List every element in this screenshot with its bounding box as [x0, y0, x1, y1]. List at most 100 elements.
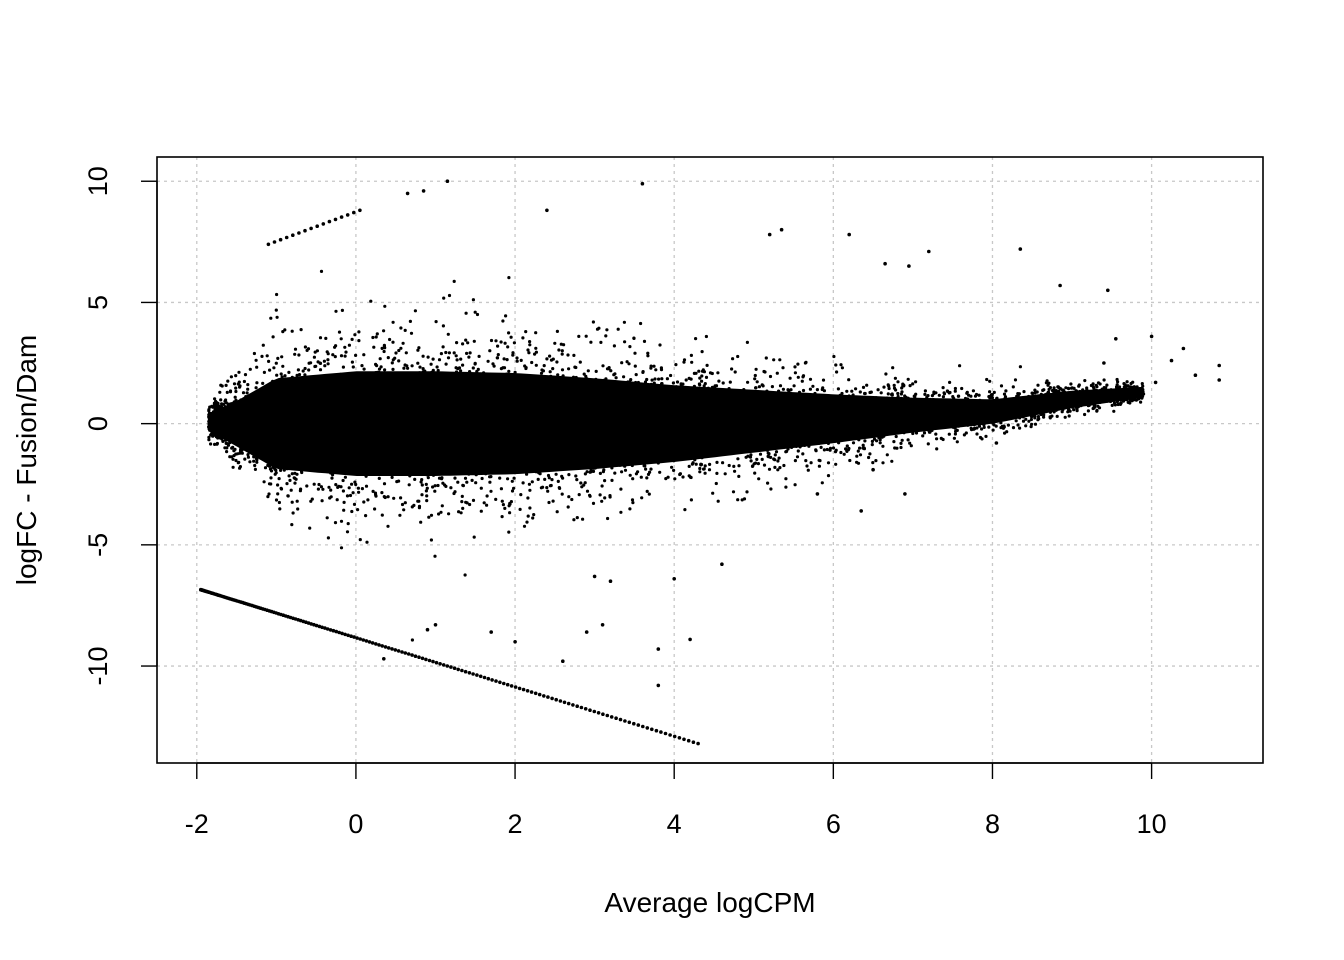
data-point	[676, 398, 680, 402]
data-point	[927, 429, 931, 433]
data-point	[339, 434, 343, 438]
data-point	[421, 354, 425, 358]
data-point	[424, 391, 428, 395]
data-point	[368, 395, 372, 399]
data-point	[1027, 419, 1031, 423]
data-point	[702, 414, 706, 418]
data-point	[831, 418, 835, 422]
data-point	[857, 438, 861, 442]
data-point	[584, 416, 588, 420]
data-point	[234, 434, 238, 438]
data-point	[272, 434, 276, 438]
data-point	[343, 390, 347, 394]
data-point	[529, 446, 533, 450]
data-point	[452, 279, 456, 283]
data-point	[882, 385, 886, 389]
data-point	[928, 397, 932, 402]
data-point	[914, 431, 919, 435]
data-point	[236, 416, 240, 421]
data-point	[555, 386, 559, 391]
data-point	[416, 378, 420, 382]
data-point	[365, 540, 369, 544]
data-point	[974, 422, 978, 426]
data-point	[768, 436, 773, 440]
data-point	[739, 431, 743, 435]
data-point	[645, 476, 649, 480]
data-point	[606, 516, 610, 521]
data-point	[280, 355, 284, 359]
data-point	[477, 455, 481, 459]
data-point	[990, 404, 994, 408]
data-point	[515, 410, 519, 415]
data-point	[990, 418, 994, 422]
data-point	[1033, 414, 1037, 418]
data-point	[581, 517, 585, 521]
data-point	[431, 448, 435, 452]
data-point	[542, 464, 546, 468]
data-point	[375, 407, 379, 411]
data-point	[454, 438, 458, 442]
data-point	[495, 436, 499, 440]
data-point	[532, 468, 537, 473]
data-point	[728, 380, 732, 384]
data-point	[1038, 402, 1042, 406]
data-point	[468, 437, 472, 441]
data-point	[730, 367, 734, 371]
data-point	[528, 343, 532, 347]
data-point	[682, 455, 687, 459]
data-point	[765, 402, 769, 406]
data-point	[570, 418, 574, 422]
data-point	[794, 397, 799, 401]
data-point	[312, 393, 316, 397]
data-point	[363, 400, 367, 405]
data-point	[1072, 408, 1076, 412]
data-point	[381, 397, 385, 401]
data-point	[303, 373, 307, 377]
data-point	[309, 397, 313, 401]
data-point	[788, 376, 792, 380]
data-point	[528, 340, 532, 344]
data-point	[292, 382, 296, 386]
data-point	[276, 412, 280, 416]
data-point	[988, 390, 992, 394]
data-point	[736, 354, 740, 359]
data-point	[837, 441, 841, 445]
data-point	[731, 446, 735, 450]
data-point	[953, 400, 958, 404]
data-point	[547, 448, 551, 452]
data-point	[704, 454, 708, 458]
data-point	[339, 354, 344, 358]
data-point	[302, 398, 307, 402]
data-point	[316, 429, 320, 433]
data-point	[766, 454, 770, 458]
data-point	[381, 391, 385, 395]
data-point	[601, 396, 605, 400]
data-point	[505, 429, 510, 433]
data-point	[254, 418, 258, 422]
data-point	[482, 371, 486, 375]
data-point	[590, 434, 595, 438]
data-point	[412, 503, 416, 507]
data-point	[603, 445, 608, 449]
data-point	[781, 366, 785, 370]
data-point	[805, 424, 809, 429]
data-point	[382, 379, 387, 383]
data-point	[461, 483, 465, 487]
data-point	[254, 404, 259, 408]
data-point	[846, 434, 850, 438]
data-point	[646, 472, 651, 476]
data-point	[712, 405, 717, 409]
data-point	[339, 387, 343, 391]
data-point	[845, 444, 849, 448]
data-point	[416, 348, 420, 352]
data-point	[796, 362, 800, 366]
data-point	[939, 409, 944, 413]
data-point	[740, 421, 744, 425]
data-point	[425, 463, 429, 467]
data-point	[475, 425, 480, 429]
data-point	[842, 452, 846, 456]
data-point	[284, 389, 288, 393]
data-point	[1031, 406, 1035, 410]
data-point	[534, 350, 539, 354]
data-point	[556, 437, 560, 441]
